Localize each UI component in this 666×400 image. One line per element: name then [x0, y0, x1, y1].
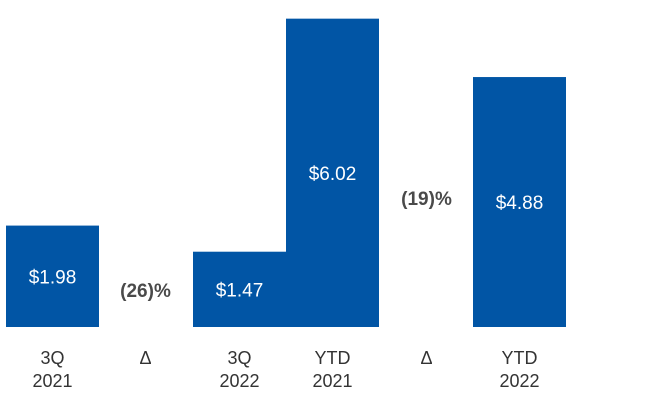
delta-labels: (26)% (19)% — [120, 189, 452, 302]
category-labels: 3Q 2021 Δ 3Q 2022 YTD 2021 Δ YTD 2022 — [32, 348, 539, 391]
bar-value-label-2: $1.47 — [216, 280, 264, 301]
category-label-1-0: Δ — [139, 348, 151, 368]
category-label-0-0: 3Q — [40, 348, 64, 368]
delta-label-0: (26)% — [120, 281, 171, 302]
bars-group — [6, 18, 566, 327]
bar-value-labels: $1.98 $1.47 $6.02 $4.88 — [29, 164, 544, 302]
bar-2 — [193, 251, 286, 327]
category-label-5-1: 2022 — [499, 371, 539, 391]
bar-3 — [286, 18, 379, 327]
delta-label-1: (19)% — [401, 189, 452, 210]
category-label-3-1: 2021 — [312, 371, 352, 391]
bar-5 — [473, 77, 566, 327]
category-label-2-0: 3Q — [227, 348, 251, 368]
category-label-2-1: 2022 — [219, 371, 259, 391]
bar-value-label-0: $1.98 — [29, 267, 77, 288]
category-label-5-0: YTD — [502, 348, 538, 368]
category-label-4-0: Δ — [420, 348, 432, 368]
bar-0 — [6, 225, 99, 327]
bar-value-label-5: $4.88 — [496, 193, 544, 214]
bar-value-label-3: $6.02 — [309, 164, 357, 185]
category-label-0-1: 2021 — [32, 371, 72, 391]
category-label-3-0: YTD — [315, 348, 351, 368]
